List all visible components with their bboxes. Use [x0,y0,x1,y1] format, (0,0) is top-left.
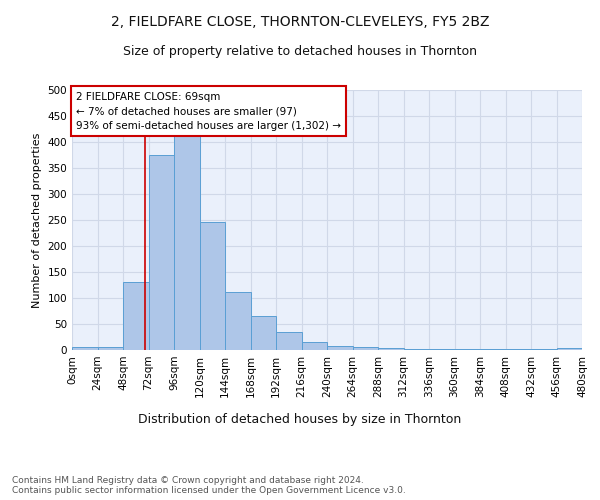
Text: 2, FIELDFARE CLOSE, THORNTON-CLEVELEYS, FY5 2BZ: 2, FIELDFARE CLOSE, THORNTON-CLEVELEYS, … [111,15,489,29]
Bar [72,348,97,350]
Bar [199,222,225,350]
Text: Contains HM Land Registry data © Crown copyright and database right 2024.
Contai: Contains HM Land Registry data © Crown c… [12,476,406,495]
Bar [174,134,199,350]
Bar [327,346,353,350]
Bar [302,342,327,350]
Bar [276,332,302,350]
Bar [557,348,582,350]
Text: Distribution of detached houses by size in Thornton: Distribution of detached houses by size … [139,412,461,426]
Bar [353,348,378,350]
Bar [251,316,276,350]
Text: Size of property relative to detached houses in Thornton: Size of property relative to detached ho… [123,45,477,58]
Bar [149,155,174,350]
Y-axis label: Number of detached properties: Number of detached properties [32,132,42,308]
Bar [429,349,455,350]
Bar [378,348,404,350]
Bar [225,292,251,350]
Bar [97,348,123,350]
Bar [123,282,149,350]
Text: 2 FIELDFARE CLOSE: 69sqm
← 7% of detached houses are smaller (97)
93% of semi-de: 2 FIELDFARE CLOSE: 69sqm ← 7% of detache… [76,92,341,131]
